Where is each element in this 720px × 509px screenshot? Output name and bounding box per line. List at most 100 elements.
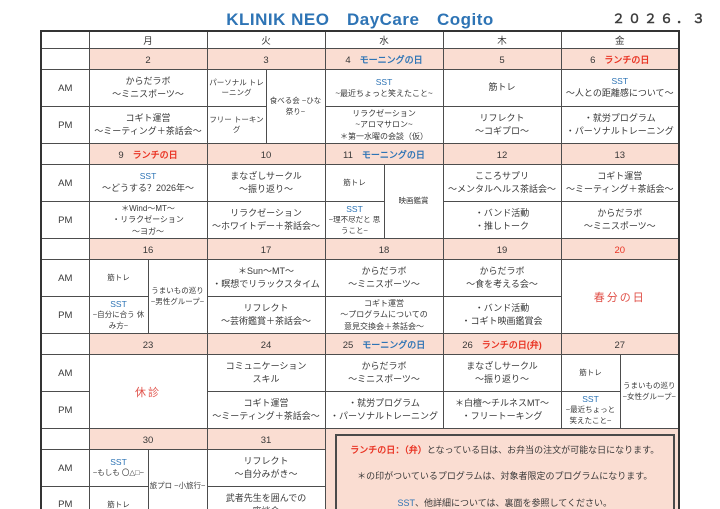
cell-w5-tue-pm: 武者先生を囲んでの 座談会 [206,486,326,509]
program-text: ~最近ちょっと笑えたこと~ [335,89,433,99]
program-text: コギト運営 ～ミーティング＋茶話会～ [94,112,202,136]
cell-w3-mon-allday: うまいもの巡り ~男性グループ~ [147,259,208,334]
period-label: ２０２６．３ [611,11,708,26]
pm-label: PM [40,296,90,334]
cell-w3-fri-holiday: 春分の日 [560,259,680,334]
cell-w2-fri-am: コギト運営 ～ミーティング＋茶話会～ [560,164,680,202]
date-24: 24 [206,333,326,355]
program-text: コギト運営 ～ミーティング＋茶話会～ [212,397,320,421]
program-text: リラクゼーション ～ホワイトデー＋茶話会～ [211,207,320,231]
cell-w1-tue-pm-left: フリー トーキング [206,106,267,144]
program-text: 筋トレ [107,499,130,509]
program-text: 旅プロ ~小旅行~ [149,481,206,490]
cell-w5-mon-allday: 旅プロ ~小旅行~ [147,449,208,509]
date-6: 6 ランチの日 [560,48,680,70]
schedule-table: 月 火 水 木 金 2 3 4 モーニングの日 5 6 ランチの日 AM からだラボ… [40,30,680,509]
sst-label: SST [582,393,599,404]
cell-w1-wed-pm: リラクゼーション ~アロマサロン~ ＊第一水曜の会談（仮） [324,106,444,144]
program-text: 筋トレ [579,367,602,377]
program-text: まなざしサークル ～振り返り～ [466,360,538,384]
cell-w2-thu-pm: ・バンド活動 ・推しトーク [442,201,562,239]
date-17: 17 [206,238,326,260]
pm-label: PM [40,106,90,144]
program-text: ・就労プログラム ・パーソナルトレーニング [329,397,438,421]
program-text: リラクゼーション ~アロマサロン~ ＊第一水曜の会談（仮） [340,109,428,141]
week4-date-row: 23 24 25 モーニングの日 26 ランチの日(弁) 27 [40,333,680,355]
cell-w1-mon-am: からだラボ ～ミニスポーツ～ [88,69,208,107]
date-23: 23 [88,333,208,355]
program-text: リフレクト ～芸術鑑賞＋茶話会～ [220,302,311,326]
cell-w1-wed-am: SST ~最近ちょっと笑えたこと~ [324,69,444,107]
program-text: ~最近ちょっと 笑えたこと~ [565,405,616,425]
cell-w3-tue-pm: リフレクト ～芸術鑑賞＋茶話会～ [206,296,326,334]
am-label: AM [40,449,90,487]
cell-w2-wed-allday: 映画鑑賞 [383,164,444,239]
cell-w4-fri-pm-left: SST ~最近ちょっと 笑えたこと~ [560,391,621,429]
program-text: まなざしサークル ～振り返り～ [230,170,302,194]
program-text: うまいもの巡り ~男性グループ~ [150,286,205,306]
pm-label: PM [40,391,90,429]
cell-w2-fri-pm: からだラボ ～ミニスポーツ～ [560,201,680,239]
cell-w2-tue-pm: リラクゼーション ～ホワイトデー＋茶話会～ [206,201,326,239]
note-lunch-red: ランチの日：（弁） [350,444,427,455]
footer-notes-area: ランチの日：（弁）となっている日は、お弁当の注文が可能な日になります。 ＊の印が… [324,428,680,509]
program-text: ・バンド活動 ・コギト映画鑑賞会 [461,302,543,326]
sst-label: SST [375,76,393,87]
weekday-tue: 火 [206,30,326,49]
date-9: 9 ランチの日 [88,143,208,165]
cell-w1-fri-am: SST ～人との距離感について～ [560,69,680,107]
cell-w3-tue-am: ＊Sun～MT～ ・瞑想でリラックスタイム [206,259,326,297]
cell-w1-tue-allday: 食べる会 ~ひな祭り~ [265,69,326,144]
program-text: 食べる会 ~ひな祭り~ [269,96,322,116]
cell-w4-fri-am-left: 筋トレ [560,354,621,392]
weekday-mon: 月 [88,30,208,49]
program-text: コギト運営 ～ミーティング＋茶話会～ [566,170,674,194]
program-text: リフレクト ～コギプロ～ [474,112,529,136]
program-text: ＊Sun～MT～ ・瞑想でリラックスタイム [212,265,320,289]
cell-w1-tue-am-left: パーソナル トレーニング [206,69,267,107]
cell-w2-wed-pm-left: SST ~理不尽だと 思うこと~ [324,201,385,239]
pm-label: PM [40,201,90,239]
note-sst: SST、他詳細については、裏面を参照してください。 [397,497,613,508]
cell-w3-mon-pm-left: SST ~自分に合う 休み方~ [88,296,149,334]
cell-w1-thu-am: 筋トレ [442,69,562,107]
am-label: AM [40,69,90,107]
header: KLINIK NEO DayCare Cogito [0,5,720,30]
weekday-thu: 木 [442,30,562,49]
cell-w2-mon-am: SST ～どうする？2026年～ [88,164,208,202]
weekday-wed: 水 [324,30,444,49]
program-text: からだラボ ～ミニスポーツ～ [112,75,184,99]
notes-box: ランチの日：（弁）となっている日は、お弁当の注文が可能な日になります。 ＊の印が… [334,433,675,509]
date-row-spacer [40,238,90,260]
date-20: 20 [560,238,680,260]
cell-w2-thu-am: こころサプリ ～メンタルヘルス茶話会～ [442,164,562,202]
date-18: 18 [324,238,444,260]
program-text: ＊白檀～チルネスMT～ ・フリートーキング [455,397,549,421]
note-sst-blue: SST [397,497,415,508]
date-13: 13 [560,143,680,165]
sst-label: SST [611,75,629,86]
program-text: からだラボ ～食を考える会～ [466,265,538,289]
program-text: こころサプリ ～メンタルヘルス茶話会～ [447,170,556,194]
cell-w5-mon-am-left: SST ~もしも 〇△□~ [88,449,149,487]
program-text: ～どうする？2026年～ [101,183,195,194]
date-10: 10 [206,143,326,165]
cell-w4-thu-pm: ＊白檀～チルネスMT～ ・フリートーキング [442,391,562,429]
cell-w4-thu-am: まなざしサークル ～振り返り～ [442,354,562,392]
program-text: 映画鑑賞 [398,196,429,206]
program-text: ~理不尽だと 思うこと~ [328,215,381,235]
week5-date-row: 30 31 ランチの日：（弁）となっている日は、お弁当の注文が可能な日になります… [40,428,680,509]
program-text: からだラボ ～ミニスポーツ～ [348,360,420,384]
cell-w4-tue-pm: コギト運営 ～ミーティング＋茶話会～ [206,391,326,429]
date-16: 16 [88,238,208,260]
date-4: 4 モーニングの日 [324,48,444,70]
cell-w4-wed-am: からだラボ ～ミニスポーツ～ [324,354,444,392]
cell-w4-mon-closed: 休診 [88,354,208,429]
program-text: フリー トーキング [209,114,264,135]
sst-label: SST [139,170,157,181]
cell-w1-thu-pm: リフレクト ～コギプロ～ [442,106,562,144]
program-text: リフレクト ～自分みがき～ [234,455,298,479]
cell-w3-wed-pm: コギト運営 ～プログラムについての 意見交換会＋茶話会～ [324,296,444,334]
program-text: ・バンド活動 ・推しトーク [474,207,530,231]
program-text: 筋トレ [488,82,516,93]
